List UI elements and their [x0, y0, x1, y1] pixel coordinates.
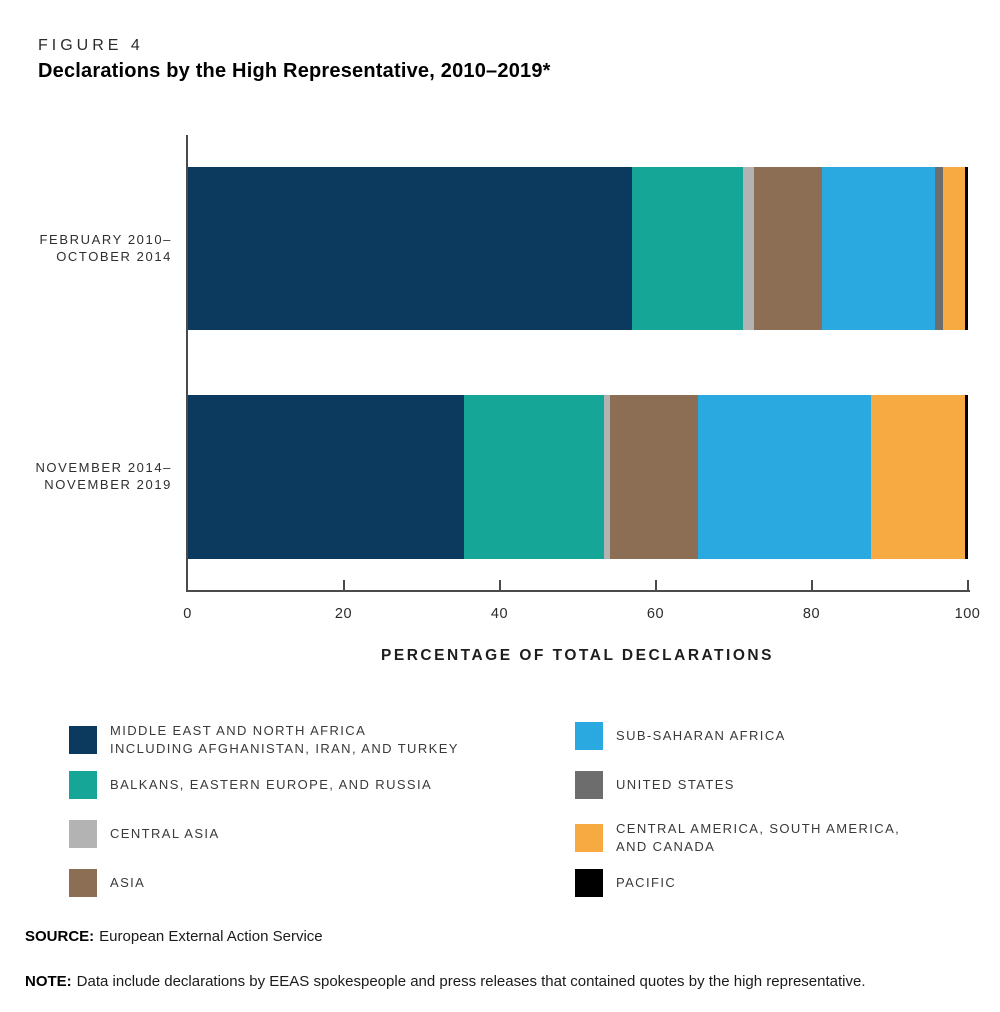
- legend-item-central-america-south-america: CENTRAL AMERICA, SOUTH AMERICA, AND CANAD…: [575, 820, 900, 856]
- legend-label: UNITED STATES: [616, 777, 735, 792]
- legend-item-asia: ASIA: [69, 869, 145, 897]
- legend-label: MIDDLE EAST AND NORTH AFRICA INCLUDING AF…: [110, 723, 459, 756]
- x-tick-60: [654, 580, 657, 590]
- bar-row-november-2014-november-2019: [188, 395, 968, 559]
- segment-central-asia: [603, 395, 610, 559]
- segment-middle-east-and-north-africa-including-a: [188, 395, 465, 559]
- legend-item-sub-saharan-africa: SUB-SAHARAN AFRICA: [575, 722, 786, 750]
- x-tick-20: [342, 580, 345, 590]
- x-tick-label-20: 20: [334, 606, 353, 622]
- legend-label: PACIFIC: [616, 875, 677, 890]
- legend-swatch-united-states: [575, 771, 603, 799]
- legend-label: SUB-SAHARAN AFRICA: [616, 728, 786, 743]
- segment-asia: [754, 167, 823, 330]
- bar-label-february-2010-october-2014: FEBRUARY 2010– OCTOBER 2014: [39, 231, 172, 264]
- legend-label: BALKANS, EASTERN EUROPE, AND RUSSIA: [110, 777, 433, 792]
- segment-central-america-south-america-and-canada: [943, 167, 965, 330]
- x-tick-label-60: 60: [646, 606, 665, 622]
- source-label: SOURCE:: [25, 928, 95, 945]
- segment-pacific: [964, 167, 968, 330]
- segment-balkans-eastern-europe-and-russia: [631, 167, 743, 330]
- x-tick-label-80: 80: [802, 606, 821, 622]
- segment-pacific: [964, 395, 968, 559]
- figure-title: Declarations by the High Representative,…: [38, 60, 551, 82]
- legend-swatch-pacific: [575, 869, 603, 897]
- legend-item-pacific: PACIFIC: [575, 869, 676, 897]
- segment-balkans-eastern-europe-and-russia: [464, 395, 604, 559]
- legend-label: ASIA: [110, 875, 146, 890]
- x-tick-label-40: 40: [490, 606, 509, 622]
- y-axis-line: [186, 135, 188, 592]
- segment-central-america-south-america-and-canada: [871, 395, 965, 559]
- note-line: NOTE: Data include declarations by EEAS s…: [25, 973, 866, 990]
- x-tick-80: [810, 580, 813, 590]
- segment-asia: [609, 395, 699, 559]
- legend-item-united-states: UNITED STATES: [575, 771, 735, 799]
- legend-label: CENTRAL ASIA: [110, 826, 220, 841]
- stacked-bar-chart: PERCENTAGE OF TOTAL DECLARATIONS FEBRUAR…: [35, 135, 981, 664]
- note-label: NOTE:: [25, 973, 72, 990]
- segment-sub-saharan-africa: [698, 395, 872, 559]
- segment-middle-east-and-north-africa-including-a: [188, 167, 632, 330]
- note-text: Data include declarations by EEAS spokes…: [76, 973, 866, 990]
- x-axis-line: [186, 590, 970, 592]
- x-tick-label-100: 100: [954, 606, 981, 622]
- x-axis-title: PERCENTAGE OF TOTAL DECLARATIONS: [381, 647, 774, 664]
- legend-item-central-asia: CENTRAL ASIA: [69, 820, 220, 848]
- source-text: European External Action Service: [99, 928, 323, 945]
- source-line: SOURCE: European External Action Service: [25, 928, 323, 945]
- legend-swatch-sub-saharan-africa: [575, 722, 603, 750]
- bar-row-february-2010-october-2014: [188, 167, 968, 330]
- x-tick-label-0: 0: [183, 606, 192, 622]
- legend-swatch-balkans-eastern-europe-and-russia: [69, 771, 97, 799]
- legend-label: CENTRAL AMERICA, SOUTH AMERICA, AND CANAD…: [616, 821, 901, 854]
- segment-central-asia: [742, 167, 755, 330]
- legend-swatch-asia: [69, 869, 97, 897]
- legend-swatch-middle-east-and-north-africa: [69, 726, 97, 754]
- segment-united-states: [935, 167, 943, 330]
- figure-label: FIGURE 4: [38, 37, 144, 54]
- legend-swatch-central-america-south-america: [575, 824, 603, 852]
- bar-label-november-2014-november-2019: NOVEMBER 2014– NOVEMBER 2019: [35, 460, 172, 492]
- segment-sub-saharan-africa: [822, 167, 936, 330]
- x-tick-100: [966, 580, 969, 590]
- legend-swatch-central-asia: [69, 820, 97, 848]
- legend-item-balkans-eastern-europe-and-russia: BALKANS, EASTERN EUROPE, AND RUSSIA: [69, 771, 432, 799]
- legend-item-middle-east-and-north-africa: MIDDLE EAST AND NORTH AFRICA INCLUDING AF…: [69, 722, 459, 758]
- x-tick-40: [498, 580, 501, 590]
